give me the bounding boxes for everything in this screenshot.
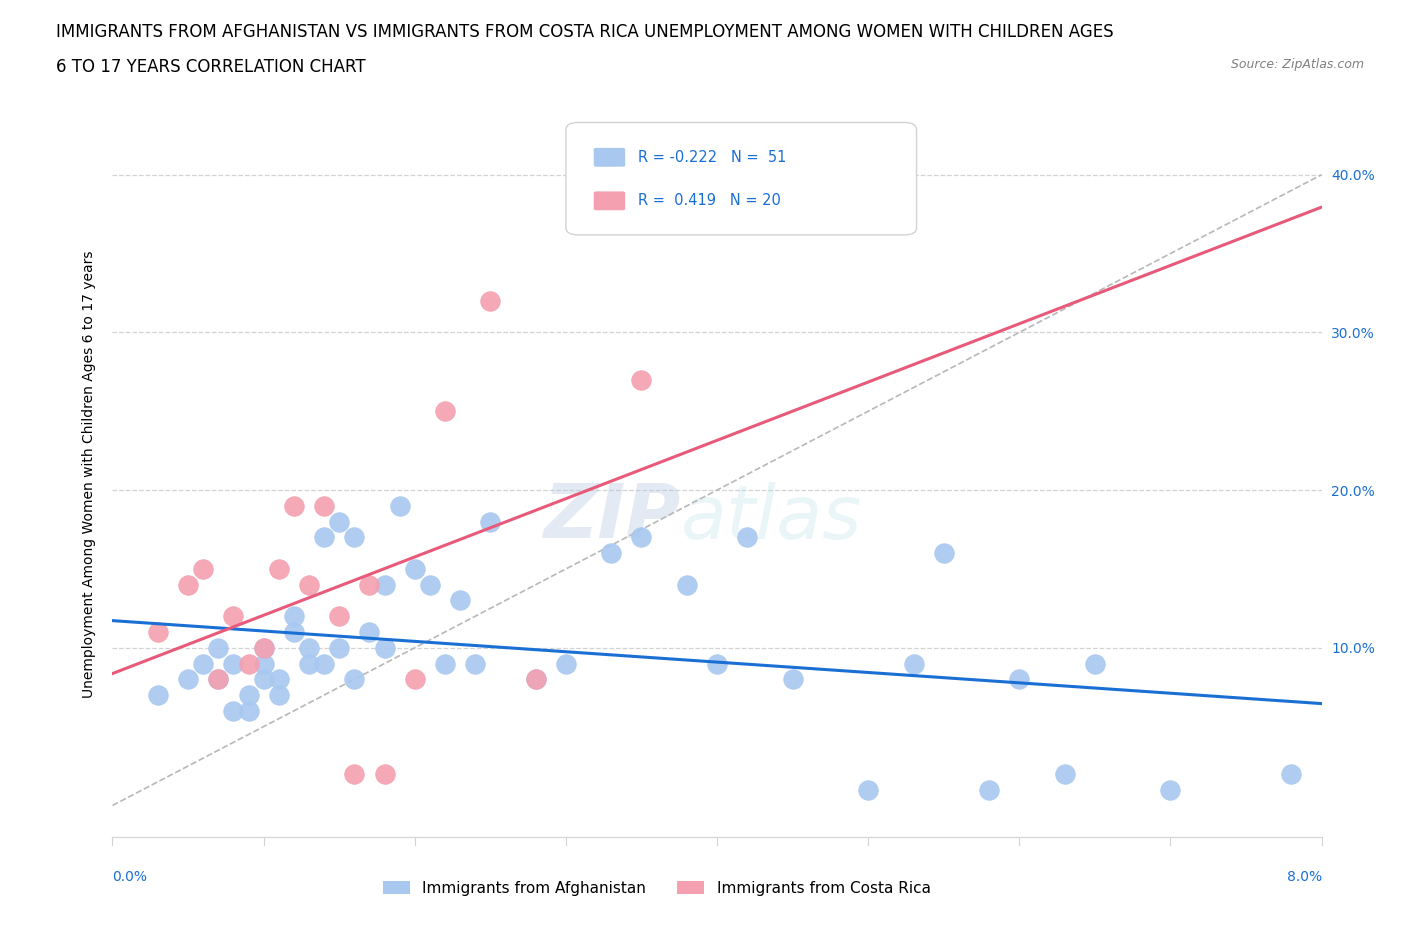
Point: [782, 671, 804, 686]
Text: R =  0.419   N = 20: R = 0.419 N = 20: [638, 193, 782, 208]
Point: [146, 625, 169, 640]
Point: [979, 782, 1001, 797]
Point: [222, 656, 245, 671]
Point: [433, 404, 456, 418]
Point: [404, 562, 426, 577]
Point: [706, 656, 728, 671]
Point: [524, 671, 547, 686]
Point: [856, 782, 880, 797]
Point: [207, 641, 229, 656]
Text: R = -0.222   N =  51: R = -0.222 N = 51: [638, 150, 787, 165]
Point: [177, 671, 200, 686]
Point: [328, 641, 350, 656]
Point: [1053, 766, 1076, 781]
Point: [449, 593, 471, 608]
FancyBboxPatch shape: [565, 123, 917, 235]
Point: [404, 671, 426, 686]
Text: 8.0%: 8.0%: [1286, 870, 1322, 884]
Point: [1008, 671, 1031, 686]
Text: IMMIGRANTS FROM AFGHANISTAN VS IMMIGRANTS FROM COSTA RICA UNEMPLOYMENT AMONG WOM: IMMIGRANTS FROM AFGHANISTAN VS IMMIGRANT…: [56, 23, 1114, 41]
Text: 6 TO 17 YEARS CORRELATION CHART: 6 TO 17 YEARS CORRELATION CHART: [56, 58, 366, 75]
Point: [1084, 656, 1107, 671]
Point: [298, 578, 321, 592]
Point: [298, 656, 321, 671]
Point: [479, 514, 502, 529]
Point: [433, 656, 456, 671]
FancyBboxPatch shape: [593, 148, 626, 166]
Point: [298, 641, 321, 656]
Point: [253, 641, 276, 656]
Point: [479, 293, 502, 308]
Point: [373, 641, 396, 656]
Point: [253, 671, 276, 686]
Point: [675, 578, 697, 592]
Legend: Immigrants from Afghanistan, Immigrants from Costa Rica: Immigrants from Afghanistan, Immigrants …: [377, 874, 936, 902]
Point: [222, 609, 245, 624]
Point: [630, 372, 652, 387]
Point: [419, 578, 441, 592]
Point: [343, 766, 366, 781]
Point: [388, 498, 411, 513]
Point: [238, 703, 260, 718]
Point: [328, 514, 350, 529]
Point: [737, 530, 759, 545]
Point: [283, 498, 305, 513]
Text: Source: ZipAtlas.com: Source: ZipAtlas.com: [1230, 58, 1364, 71]
Point: [267, 671, 290, 686]
Point: [1279, 766, 1302, 781]
Point: [630, 530, 652, 545]
Y-axis label: Unemployment Among Women with Children Ages 6 to 17 years: Unemployment Among Women with Children A…: [82, 250, 96, 698]
Point: [524, 671, 547, 686]
Point: [267, 687, 290, 702]
Point: [343, 530, 366, 545]
Point: [207, 671, 229, 686]
Point: [191, 562, 215, 577]
Point: [464, 656, 486, 671]
Point: [1159, 782, 1181, 797]
Point: [903, 656, 925, 671]
Point: [328, 609, 350, 624]
Text: ZIP: ZIP: [544, 482, 681, 554]
Point: [312, 530, 335, 545]
Text: atlas: atlas: [681, 482, 862, 554]
Point: [600, 546, 623, 561]
Point: [359, 625, 381, 640]
Point: [222, 703, 245, 718]
Point: [191, 656, 215, 671]
Point: [554, 656, 576, 671]
Point: [146, 687, 169, 702]
Point: [253, 641, 276, 656]
Point: [267, 562, 290, 577]
Point: [343, 671, 366, 686]
Point: [932, 546, 955, 561]
FancyBboxPatch shape: [593, 192, 626, 210]
Point: [207, 671, 229, 686]
Point: [238, 687, 260, 702]
Point: [253, 656, 276, 671]
Point: [312, 498, 335, 513]
Point: [373, 766, 396, 781]
Point: [177, 578, 200, 592]
Point: [283, 625, 305, 640]
Point: [283, 609, 305, 624]
Point: [359, 578, 381, 592]
Text: 0.0%: 0.0%: [112, 870, 148, 884]
Point: [238, 656, 260, 671]
Point: [373, 578, 396, 592]
Point: [312, 656, 335, 671]
